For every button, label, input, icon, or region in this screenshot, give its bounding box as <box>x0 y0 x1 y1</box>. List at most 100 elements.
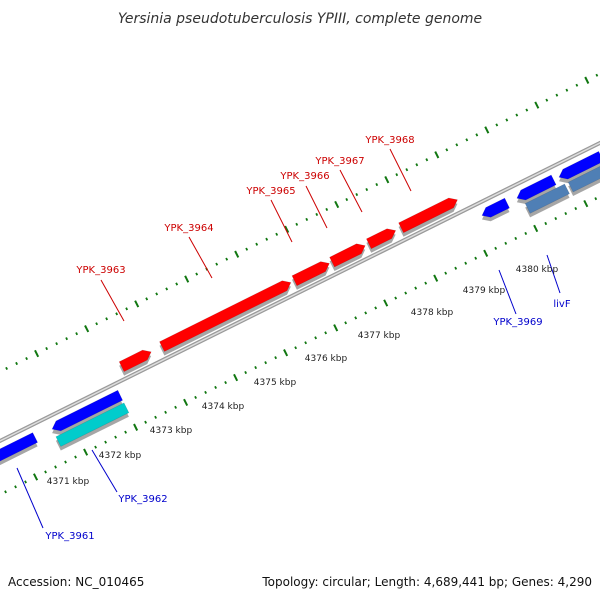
tick-dot <box>395 173 399 177</box>
tick-dot <box>95 322 99 326</box>
leader-ypk-3963 <box>100 279 125 322</box>
tick-dot <box>554 217 558 221</box>
tick-dot <box>124 430 128 434</box>
scale-label: 4371 kbp <box>47 477 90 487</box>
leader-ypk-3962 <box>91 449 118 493</box>
label-livf: livF <box>553 299 570 310</box>
tick-dot <box>165 287 169 291</box>
tick-dot <box>345 198 349 202</box>
tick-dot <box>415 163 419 167</box>
label-ypk-3967: YPK_3967 <box>314 156 364 167</box>
tick-dot <box>504 241 508 245</box>
tick-dot <box>175 282 179 286</box>
tick-dot <box>195 272 199 276</box>
tick-dot <box>104 440 107 444</box>
tick-dot <box>334 200 340 209</box>
tick-dot <box>125 307 129 311</box>
tick-dot <box>245 247 249 251</box>
tick-dot <box>294 346 298 350</box>
leader-ypk-3967 <box>339 169 363 213</box>
tick-dot <box>433 274 439 282</box>
label-ypk-3969: YPK_3969 <box>492 317 542 328</box>
tick-dot <box>383 299 389 307</box>
tick-dot <box>434 151 440 159</box>
tick-dot <box>115 312 119 316</box>
tick-dot <box>55 342 59 346</box>
tick-dot <box>374 306 378 310</box>
tick-dot <box>234 250 240 258</box>
tick-dot <box>64 460 67 464</box>
tick-dot <box>333 324 339 332</box>
tick-dot <box>233 373 239 382</box>
tick-dot <box>464 261 468 265</box>
tick-dot <box>304 341 308 345</box>
gene-right-steel <box>567 166 600 196</box>
tick-dot <box>33 473 39 481</box>
tick-dot <box>283 349 289 357</box>
tick-dot <box>154 415 158 419</box>
tick-dot-rows <box>4 73 599 494</box>
map-title: Yersinia pseudotuberculosis YPIII, compl… <box>118 11 482 27</box>
tick-dot <box>494 246 498 250</box>
leader-ypk-3964 <box>188 236 213 279</box>
tick-dot <box>144 420 147 424</box>
tick-dot <box>14 485 17 489</box>
scale-label: 4378 kbp <box>411 308 454 318</box>
tick-dot <box>145 297 149 301</box>
tick-dot <box>574 207 578 211</box>
tick-dot <box>255 242 259 246</box>
tick-dot <box>565 88 569 92</box>
scale-label: 4373 kbp <box>150 426 193 436</box>
tick-dot <box>225 257 229 261</box>
tick-dot <box>174 405 177 409</box>
tick-dot <box>514 236 518 240</box>
gene-right-1 <box>516 174 557 204</box>
topology-text: Topology: circular; Length: 4,689,441 bp… <box>261 575 592 589</box>
gene-livf <box>524 183 570 218</box>
lower-tick-row <box>4 197 598 494</box>
tick-dot <box>183 398 189 407</box>
accession-text: Accession: NC_010465 <box>8 575 144 589</box>
leader-ypk-3965 <box>270 199 293 243</box>
label-leader-lines <box>16 148 561 529</box>
leader-ypk-3966 <box>305 185 328 229</box>
tick-dot <box>364 311 368 315</box>
tick-dot <box>544 221 548 226</box>
genome-backbone <box>0 140 600 444</box>
scale-label: 4375 kbp <box>254 378 297 388</box>
gene-ypk-3961 <box>0 432 39 466</box>
tick-dot <box>194 395 197 400</box>
tick-dot <box>445 148 449 152</box>
tick-dot <box>325 207 329 211</box>
scale-label: 4380 kbp <box>516 265 559 275</box>
tick-dot <box>465 138 469 142</box>
tick-dot <box>365 188 369 192</box>
tick-dot <box>525 108 529 112</box>
tick-dot <box>564 212 568 216</box>
tick-dot <box>455 143 459 147</box>
gene-ypk-3967 <box>366 228 397 253</box>
tick-dot <box>305 217 309 221</box>
tick-dot <box>94 445 97 449</box>
gene-ypk-3969 <box>481 197 510 222</box>
gene-ypk-3968 <box>398 197 458 237</box>
gene-lower-left <box>51 389 123 435</box>
tick-dot <box>474 256 478 260</box>
tick-dot <box>215 262 219 266</box>
tick-dot <box>524 231 528 235</box>
feature-labels: 4371 kbp 4372 kbp 4373 kbp 4374 kbp 4375 kbp… <box>44 135 570 542</box>
gene-features <box>0 150 600 466</box>
tick-dot <box>583 199 589 208</box>
tick-dot <box>534 101 540 109</box>
tick-dot <box>4 490 7 494</box>
scale-label: 4374 kbp <box>202 402 245 412</box>
tick-dot <box>454 266 458 270</box>
tick-dot <box>34 349 40 358</box>
tick-dot <box>275 232 279 236</box>
leader-livf <box>546 254 561 294</box>
tick-dot <box>74 455 77 459</box>
tick-dot <box>133 423 139 431</box>
tick-dot <box>594 197 598 201</box>
scale-label: 4377 kbp <box>358 331 401 341</box>
tick-dot <box>224 380 227 385</box>
